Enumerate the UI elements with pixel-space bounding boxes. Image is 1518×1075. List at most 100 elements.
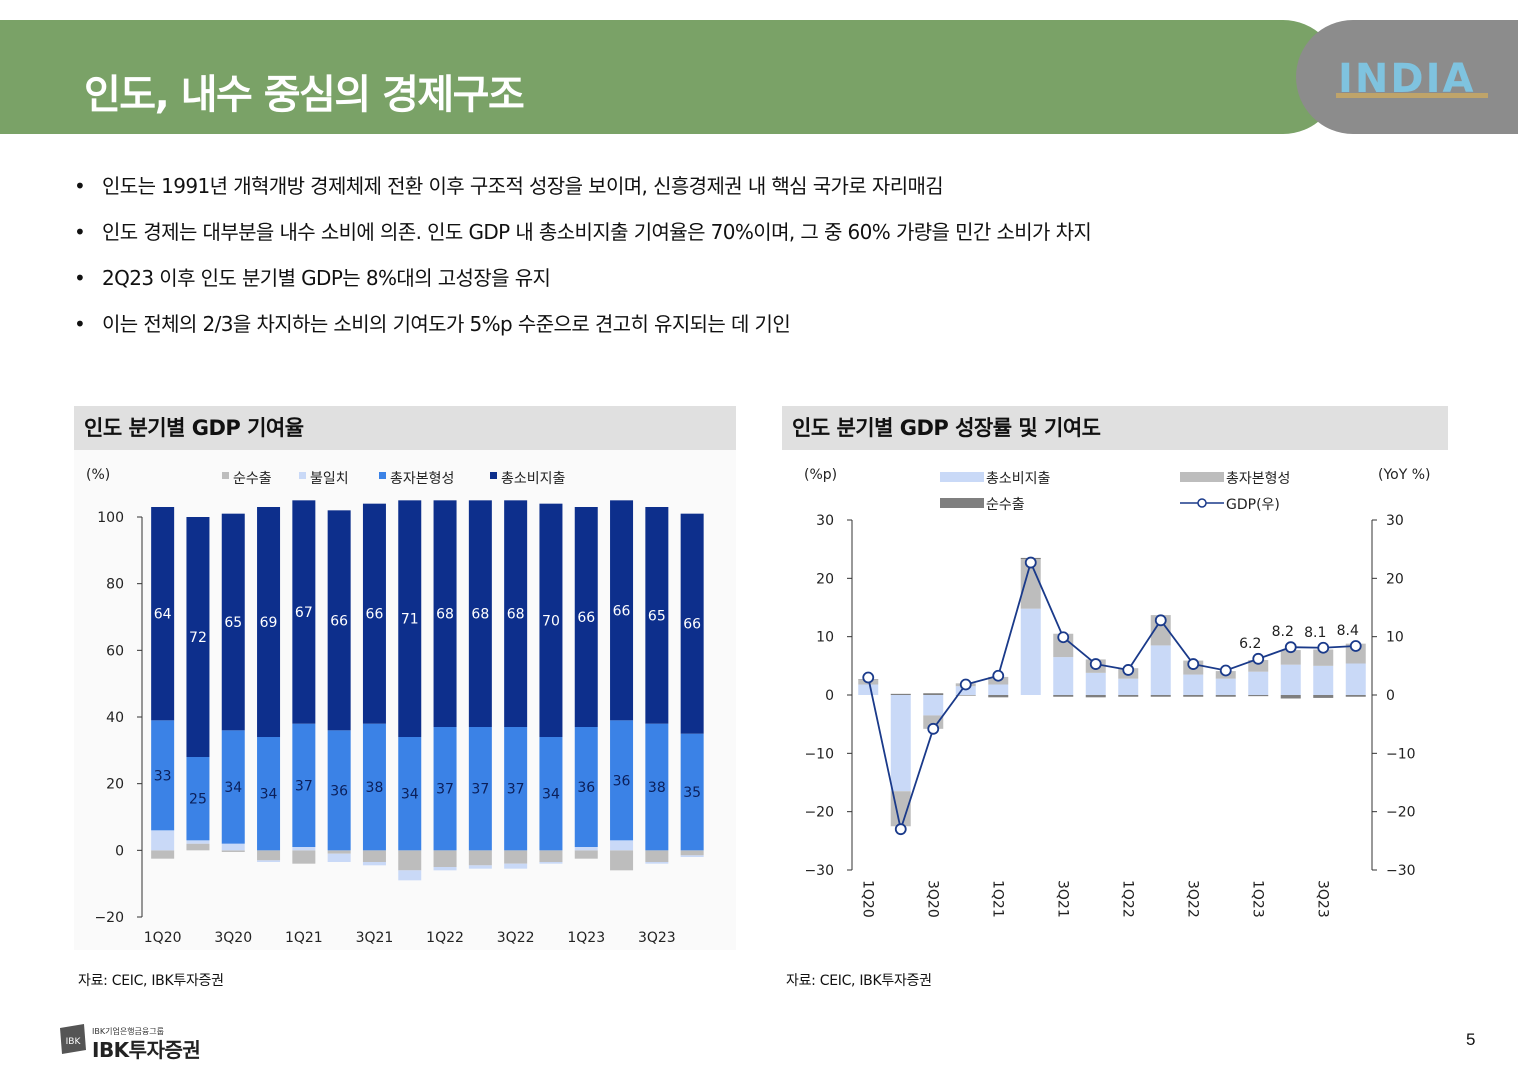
bar-segment bbox=[1085, 695, 1106, 698]
legend-label: 총소비지출 bbox=[501, 471, 566, 487]
gdp-data-label: 6.2 bbox=[1239, 636, 1261, 652]
bar-segment bbox=[221, 850, 245, 852]
bar-segment bbox=[988, 684, 1009, 695]
bar-segment bbox=[539, 862, 563, 864]
x-tick-label: 1Q20 bbox=[859, 880, 875, 918]
bar-segment bbox=[151, 720, 175, 831]
legend-swatch bbox=[490, 472, 497, 479]
bar-segment bbox=[923, 695, 944, 716]
data-label-consumption: 71 bbox=[401, 612, 419, 628]
y-unit-label: (%) bbox=[86, 467, 110, 483]
bullet-item: • 이는 전체의 2/3을 차지하는 소비의 기여도가 5%p 수준으로 견고히 … bbox=[74, 308, 1091, 354]
bar-segment bbox=[1215, 695, 1236, 697]
y-tick-label: 80 bbox=[106, 577, 124, 593]
bar-segment bbox=[221, 513, 245, 731]
bar-segment bbox=[574, 850, 598, 859]
data-label-consumption: 68 bbox=[436, 607, 454, 623]
gdp-point bbox=[992, 669, 1005, 682]
chart2-title: 인도 분기별 GDP 성장률 및 기여도 bbox=[782, 406, 1448, 450]
bullet-item: • 인도 경제는 대부분을 내수 소비에 의존. 인도 GDP 내 총소비지출 기… bbox=[74, 216, 1092, 262]
x-tick-label: 3Q23 bbox=[1314, 880, 1330, 918]
data-label-consumption: 65 bbox=[648, 608, 666, 624]
right-y-tick-label: 20 bbox=[1386, 571, 1404, 587]
logo-mark-text: IBK bbox=[66, 1037, 82, 1047]
x-tick-label: 1Q22 bbox=[1119, 880, 1135, 918]
legend-swatch bbox=[379, 472, 386, 479]
gdp-point bbox=[1122, 664, 1135, 676]
data-label-capital: 36 bbox=[613, 773, 631, 789]
x-tick-label: 3Q23 bbox=[638, 930, 676, 946]
left-y-tick-label: 30 bbox=[816, 513, 834, 529]
bar-segment bbox=[1280, 650, 1301, 665]
bar-segment bbox=[645, 862, 669, 864]
data-label-capital: 36 bbox=[330, 783, 348, 799]
bar-segment bbox=[468, 865, 492, 869]
bar-segment bbox=[504, 863, 528, 869]
y-tick-label: 60 bbox=[106, 643, 124, 659]
bar-segment bbox=[645, 850, 669, 862]
chart2-source: 자료: CEIC, IBK투자증권 bbox=[786, 973, 932, 989]
gdp-point bbox=[1187, 658, 1200, 670]
gdp-point bbox=[1284, 641, 1297, 654]
bar-segment bbox=[1345, 695, 1366, 697]
data-label-capital: 33 bbox=[154, 768, 172, 784]
bar-segment bbox=[1280, 695, 1301, 699]
ibk-logo-icon: IBK bbox=[60, 1024, 86, 1054]
y-tick-label: 0 bbox=[115, 843, 124, 859]
bar-segment bbox=[1020, 559, 1041, 609]
right-y-tick-label: 30 bbox=[1386, 513, 1404, 529]
legend-marker bbox=[1197, 498, 1207, 508]
bar-segment bbox=[292, 850, 316, 864]
bullet-item: • 인도는 1991년 개혁개방 경제체제 전환 이후 구조적 성장을 보이며, … bbox=[74, 170, 1091, 216]
right-y-tick-label: 10 bbox=[1386, 630, 1404, 646]
gdp-data-label: 8.1 bbox=[1304, 625, 1326, 641]
left-y-tick-label: 20 bbox=[816, 571, 834, 587]
bar-segment bbox=[468, 500, 492, 727]
gdp-point bbox=[1154, 614, 1167, 627]
bar-segment bbox=[327, 730, 351, 851]
bar-segment bbox=[1248, 660, 1269, 672]
bar-segment bbox=[1183, 695, 1204, 697]
right-unit-label: (YoY %) bbox=[1378, 467, 1431, 483]
bar-segment bbox=[1345, 663, 1366, 695]
gdp-point bbox=[1252, 652, 1265, 665]
gdp-point bbox=[1024, 556, 1037, 569]
data-label-consumption: 69 bbox=[260, 615, 278, 631]
bar-segment bbox=[292, 500, 316, 724]
bar-segment bbox=[151, 507, 175, 721]
bar-segment bbox=[504, 727, 528, 851]
gdp-data-label: 8.4 bbox=[1337, 623, 1359, 639]
x-tick-label: 3Q22 bbox=[497, 930, 535, 946]
data-label-consumption: 66 bbox=[613, 603, 631, 619]
contribution-rate-chart: −20 0 20 40 60 80 100 (%) 순수출 불일치 총자본형성 총소비지출 64 33 72… bbox=[74, 450, 736, 950]
bar-segment bbox=[398, 737, 422, 851]
bar-segment bbox=[362, 723, 386, 851]
gdp-line bbox=[867, 559, 1356, 833]
y-tick-label: −20 bbox=[94, 910, 124, 926]
bar-segment bbox=[539, 503, 563, 737]
data-label-consumption: 68 bbox=[507, 607, 525, 623]
bar-segment bbox=[610, 720, 634, 841]
bar-segment bbox=[504, 850, 528, 864]
bar-segment bbox=[955, 686, 976, 695]
data-label-consumption: 66 bbox=[330, 613, 348, 629]
data-label-consumption: 65 bbox=[224, 615, 242, 631]
bar-segment bbox=[890, 791, 911, 827]
data-label-consumption: 64 bbox=[154, 607, 172, 623]
data-label-consumption: 70 bbox=[542, 613, 560, 629]
bar-segment bbox=[610, 500, 634, 721]
skyline-icon bbox=[1336, 93, 1488, 98]
bar-segment bbox=[257, 850, 281, 861]
page-title: 인도, 내수 중심의 경제구조 bbox=[84, 72, 525, 118]
data-label-consumption: 66 bbox=[577, 610, 595, 626]
bar-segment bbox=[890, 693, 911, 695]
bullet-item: • 2Q23 이후 인도 분기별 GDP는 8%대의 고성장을 유지 bbox=[74, 262, 1091, 308]
bar-segment bbox=[1150, 695, 1171, 697]
bar-segment bbox=[680, 850, 704, 856]
bar-segment bbox=[362, 503, 386, 724]
bar-segment bbox=[433, 500, 457, 727]
bar-segment bbox=[151, 830, 175, 851]
data-label-capital: 37 bbox=[471, 782, 489, 798]
bar-segment bbox=[955, 695, 976, 696]
data-label-consumption: 68 bbox=[471, 607, 489, 623]
